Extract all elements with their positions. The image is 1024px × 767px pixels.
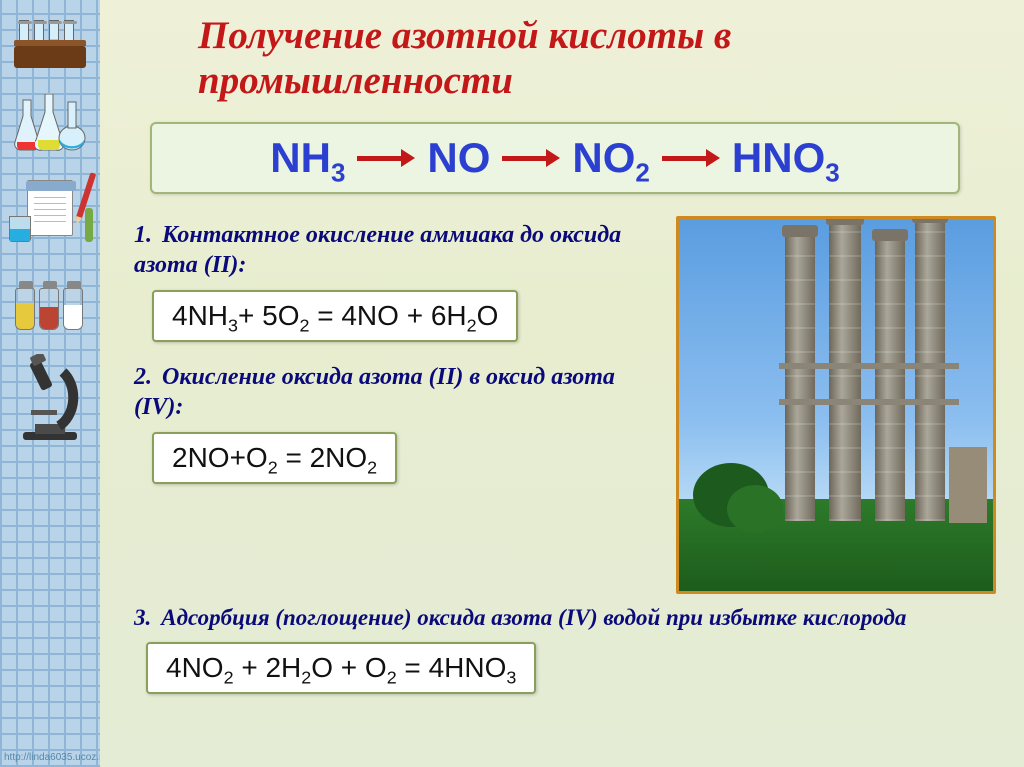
chain-item: HNO3 bbox=[732, 134, 840, 182]
flasks-icon bbox=[11, 92, 89, 152]
step-number: 1. bbox=[134, 222, 152, 248]
slide: http://linda6035.ucoz.ru/ Получение азот… bbox=[0, 0, 1024, 767]
decorative-sidebar: http://linda6035.ucoz.ru/ bbox=[0, 0, 100, 767]
equation-box-1: 4NH3+ 5O2 = 4NO + 6H2O bbox=[152, 290, 518, 342]
step-number: 2. bbox=[134, 364, 152, 390]
test-tube-rack-icon bbox=[11, 12, 89, 68]
arrow-icon bbox=[502, 151, 560, 165]
main-content: Получение азотной кислоты в промышленнос… bbox=[100, 0, 1024, 767]
watermark: http://linda6035.ucoz.ru/ bbox=[4, 752, 111, 763]
equation-box-3: 4NO2 + 2H2O + O2 = 4HNO3 bbox=[146, 642, 536, 694]
equation-box-2: 2NO+O2 = 2NO2 bbox=[152, 432, 397, 484]
reaction-chain: NH3 NO NO2 HNO3 bbox=[176, 134, 934, 182]
step-3-label: 3. Адсорбция (поглощение) оксида азота (I… bbox=[134, 604, 996, 633]
arrow-icon bbox=[357, 151, 415, 165]
step-1-label: 1.Контактное окисление аммиака до оксида… bbox=[134, 220, 658, 280]
step-text: Контактное окисление аммиака до оксида а… bbox=[134, 222, 621, 278]
chain-item: NO bbox=[427, 134, 490, 182]
reagent-jars-icon bbox=[11, 266, 89, 330]
arrow-icon bbox=[662, 151, 720, 165]
chain-item: NO2 bbox=[572, 134, 649, 182]
step-text: Окисление оксида азота (II) в оксид азот… bbox=[134, 364, 615, 420]
plant-illustration bbox=[676, 216, 996, 594]
equation-2: 2NO+O2 = 2NO2 bbox=[172, 442, 377, 474]
step-number: 3. bbox=[134, 605, 151, 630]
chain-item: NH3 bbox=[270, 134, 345, 182]
notepad-icon bbox=[11, 176, 89, 242]
slide-title: Получение азотной кислоты в промышленнос… bbox=[134, 14, 996, 104]
equation-3: 4NO2 + 2H2O + O2 = 4HNO3 bbox=[166, 652, 516, 684]
step-2-label: 2.Окисление оксида азота (II) в оксид аз… bbox=[134, 362, 658, 422]
steps-column: 1.Контактное окисление аммиака до оксида… bbox=[134, 214, 658, 594]
equation-1: 4NH3+ 5O2 = 4NO + 6H2O bbox=[172, 300, 498, 332]
step-text: Адсорбция (поглощение) оксида азота (IV)… bbox=[161, 605, 906, 630]
reaction-chain-box: NH3 NO NO2 HNO3 bbox=[150, 122, 960, 194]
microscope-icon bbox=[11, 354, 89, 442]
